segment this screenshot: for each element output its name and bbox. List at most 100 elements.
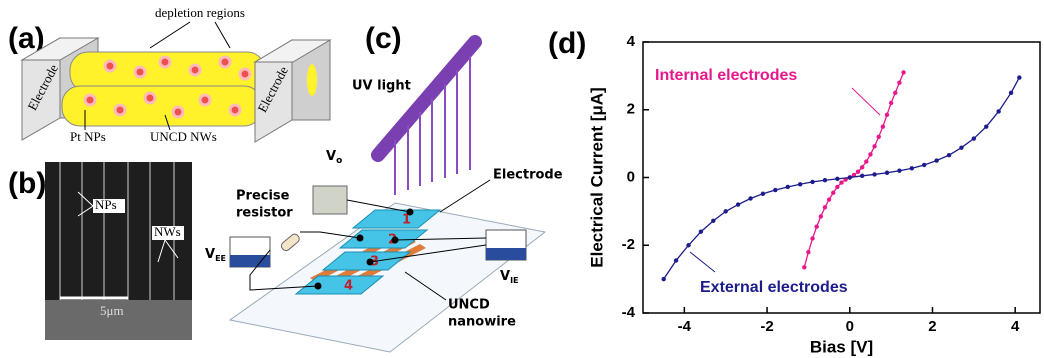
pt-label: Pt NPs [70, 129, 106, 144]
electrodes [294, 209, 442, 295]
data-point [959, 145, 964, 150]
data-point [934, 158, 939, 163]
data-point [785, 184, 790, 190]
data-point [1008, 90, 1014, 96]
data-point [748, 196, 753, 201]
data-point [1017, 75, 1022, 80]
data-point [847, 175, 852, 180]
data-point [901, 70, 906, 75]
nanowire-end [307, 64, 317, 96]
nanoparticles [83, 55, 252, 119]
panel-label: (b) [8, 167, 46, 200]
x-tick-label: -2 [760, 318, 773, 335]
scale-label: 5μm [100, 303, 124, 318]
uv-lamp [371, 35, 482, 162]
data-point [810, 236, 815, 241]
power-supply [312, 185, 348, 215]
meter-base [486, 248, 526, 260]
pointer [164, 114, 171, 131]
data-point [661, 276, 666, 282]
annotation-pointer [851, 87, 881, 116]
series-line [663, 77, 1020, 280]
data-point [872, 172, 877, 177]
data-point [859, 165, 865, 170]
data-point [818, 214, 824, 219]
data-point [839, 180, 844, 185]
y-tick-label: 2 [627, 101, 635, 118]
symbol: V [326, 149, 336, 164]
pointer [214, 21, 231, 49]
data-point [893, 90, 898, 96]
y-axis-label: Electrical Current [μA] [587, 87, 606, 267]
symbol: V [500, 269, 510, 284]
substrate [228, 202, 547, 353]
annotation-pointer [689, 251, 716, 273]
pointer [77, 191, 94, 217]
data-point [806, 249, 811, 255]
y-tick-label: 0 [627, 168, 635, 185]
series-annotation: External electrodes [700, 279, 848, 296]
data-point [810, 179, 815, 185]
data-point [884, 112, 890, 118]
resistor [280, 233, 300, 252]
data-point [760, 191, 766, 196]
panel-a: (a) Electrode Electrode depletion region… [8, 5, 332, 144]
panel-label: (d) [548, 27, 586, 60]
contacts [314, 208, 414, 290]
resistor-label: Precise [236, 189, 290, 204]
data-point [831, 190, 836, 195]
label-box [93, 199, 125, 213]
data-point [859, 173, 865, 179]
data-point [872, 144, 877, 149]
data-point [909, 166, 915, 171]
data-point [835, 176, 840, 182]
data-point [711, 218, 716, 224]
data-point [946, 152, 952, 158]
uv-label: UV light [352, 79, 411, 94]
data-point [686, 243, 691, 248]
data-point [673, 258, 679, 263]
label-box [152, 226, 184, 240]
wires [249, 199, 487, 291]
uv-rays [394, 56, 471, 195]
electrode-block [253, 39, 332, 63]
electrode-label: Electrode [493, 168, 563, 183]
nanowire-label: UNCD [448, 298, 490, 313]
data-point [835, 184, 840, 190]
panel-label: (a) [8, 22, 45, 55]
symbol: V [205, 247, 215, 262]
data-point [971, 136, 977, 141]
x-tick-label: -4 [678, 318, 692, 335]
data-point [826, 197, 832, 202]
pointer [439, 179, 491, 213]
data-point [880, 124, 886, 129]
x-tick-label: 2 [928, 318, 936, 335]
electrode-number: 3 [370, 255, 379, 270]
nws-label: NWs [154, 224, 181, 239]
panel-b: (b) NPs NWs 5μm [8, 162, 192, 340]
data-point [822, 178, 828, 183]
panel-label: (c) [365, 22, 402, 55]
subscript: EE [215, 254, 226, 263]
electrode-block [20, 37, 100, 61]
nps-label: NPs [95, 197, 117, 212]
pointer [404, 271, 447, 301]
nanowire-label: nanowire [448, 315, 516, 330]
data-point [922, 162, 927, 168]
vee-label: VEE [205, 247, 226, 263]
data-point [698, 229, 704, 234]
sem-stripes [59, 162, 175, 300]
electrode-number: 1 [402, 213, 411, 228]
y-tick-label: -4 [622, 304, 636, 321]
meter-base [230, 255, 270, 267]
data-point [897, 168, 902, 173]
subscript: IE [510, 276, 518, 285]
data-point [773, 187, 778, 193]
x-tick-label: 4 [1011, 318, 1020, 335]
data-point [822, 205, 828, 210]
x-axis-label: Bias [V] [810, 337, 873, 356]
data-point [868, 152, 873, 157]
series-annotation: Internal electrodes [655, 67, 797, 84]
pointer [157, 238, 179, 263]
